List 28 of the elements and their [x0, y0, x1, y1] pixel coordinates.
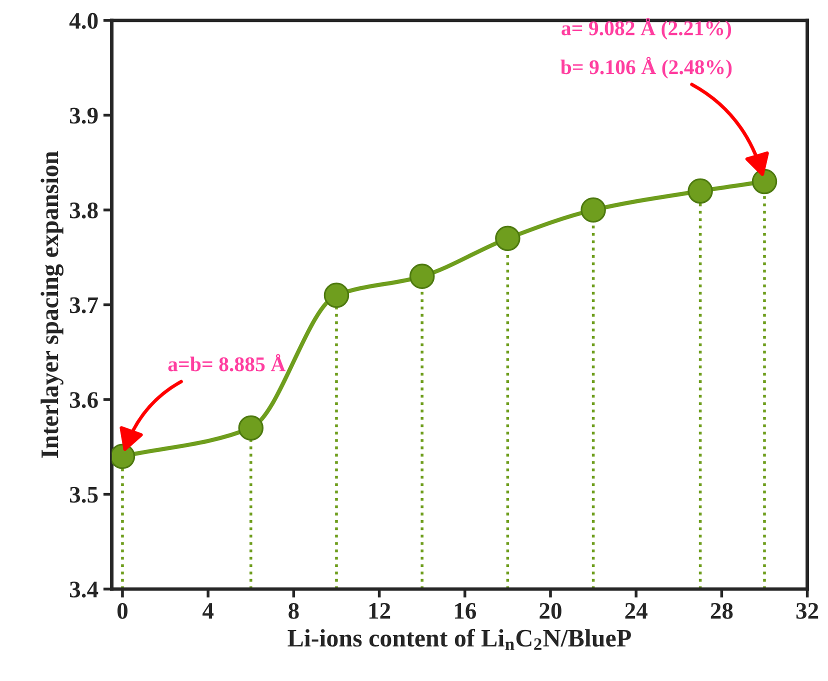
point — [580, 197, 606, 223]
point — [409, 264, 435, 289]
x-tick-label: 16 — [454, 603, 476, 619]
x-tick-label: 24 — [625, 603, 648, 619]
point — [752, 168, 778, 194]
x-axis-title: Li-ions content of Li$_{n}$C$_{2}$N/BlueP — [288, 628, 631, 650]
annotation: a=b= 8.885 Å — [168, 354, 286, 372]
x-tick-label: 4 — [202, 603, 214, 619]
x-tick-label: 20 — [540, 602, 562, 619]
point — [495, 226, 520, 252]
x-tick-label: 32 — [796, 603, 818, 619]
x-tick-label: 0 — [117, 602, 128, 619]
y-axis-title: Interlayer spacing expansion — [40, 151, 64, 458]
annotation: a= 9.082 Å (2.21%) — [562, 18, 732, 40]
x-tick-label: 8 — [288, 602, 299, 619]
x-tick-label: 12 — [369, 603, 390, 619]
y-tick-label: 4.0 — [69, 12, 98, 29]
x-tick-label: 28 — [710, 602, 733, 619]
y-tick-label: 3.4 — [70, 582, 98, 598]
y-tick-label: 3.7 — [70, 297, 98, 314]
y-tick-label: 3.9 — [70, 108, 98, 124]
y-tick-label: 3.8 — [70, 202, 98, 219]
point — [324, 282, 350, 308]
y-tick-label: 3.6 — [70, 392, 98, 408]
point — [238, 415, 264, 441]
y-tick-label: 3.5 — [70, 486, 98, 503]
point — [688, 178, 713, 204]
annotation: b= 9.106 Å (2.48%) — [560, 56, 732, 78]
